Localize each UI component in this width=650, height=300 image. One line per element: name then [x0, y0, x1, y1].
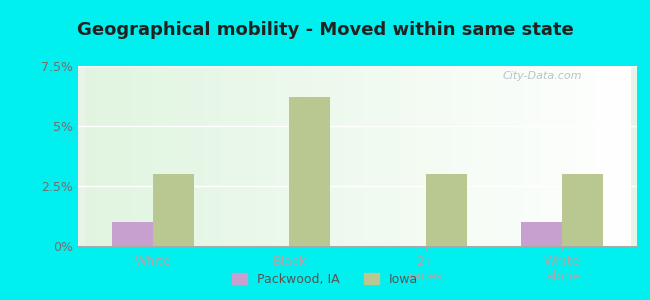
- Text: City-Data.com: City-Data.com: [503, 71, 582, 81]
- Bar: [112, 222, 153, 246]
- Bar: [289, 97, 330, 246]
- Bar: [521, 222, 562, 246]
- Legend: Packwood, IA, Iowa: Packwood, IA, Iowa: [227, 268, 423, 291]
- Bar: [426, 174, 467, 246]
- Text: Geographical mobility - Moved within same state: Geographical mobility - Moved within sam…: [77, 21, 573, 39]
- Bar: [153, 174, 194, 246]
- Bar: [562, 174, 603, 246]
